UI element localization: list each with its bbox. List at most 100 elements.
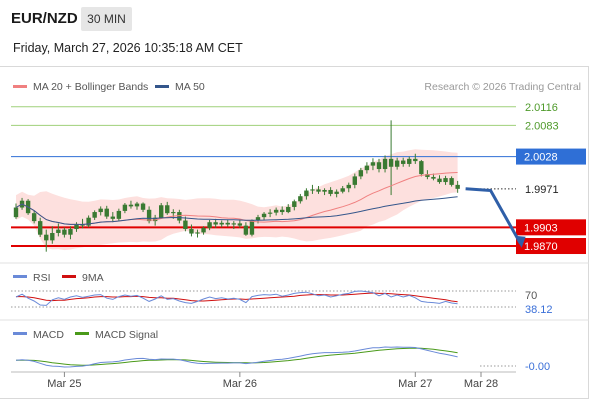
candle-body (13, 207, 19, 218)
macd-legend-label: MACD (33, 329, 64, 341)
candle-body (292, 201, 297, 207)
macd-last-label: -0.00 (525, 361, 550, 373)
candle-body (455, 184, 460, 189)
candle-body (98, 208, 103, 213)
timeframe-badge[interactable]: 30 MIN (81, 7, 132, 31)
candle-body (165, 205, 170, 214)
rsi-tick-70: 70 (525, 290, 537, 302)
candle-body (225, 222, 230, 225)
candle-body (50, 232, 55, 241)
candle-body (213, 222, 218, 225)
forecast-arrowhead (514, 235, 526, 248)
candle-body (419, 161, 424, 175)
macd-legend-swatch (13, 332, 27, 335)
candle-body (122, 204, 128, 211)
chart-frame (0, 66, 589, 399)
candle-body (159, 205, 164, 218)
candle-body (231, 223, 236, 225)
candle-body (334, 191, 339, 194)
resistance-label: 2.0116 (525, 102, 558, 114)
candle-body (286, 206, 291, 213)
price-panel: 2.0116 2.0083 2.0028 1.9971 1.9903 1.9870 (11, 102, 586, 255)
candle-body (243, 225, 249, 235)
candle-body (358, 170, 364, 177)
x-axis: Mar 25 Mar 26 Mar 27 Mar 28 (47, 372, 498, 390)
candle-body (68, 229, 73, 235)
candle-body (219, 222, 224, 225)
candle-body (62, 229, 67, 235)
symbol-title: EUR/NZD (11, 10, 78, 27)
candle-body (267, 212, 273, 214)
chart-datetime: Friday, March 27, 2026 10:35:18 AM CET (13, 41, 243, 55)
support-label-bg (516, 219, 586, 236)
candle-body (249, 220, 255, 235)
candle-body (431, 176, 436, 179)
pivot-label-bg (516, 148, 586, 165)
candle-body (116, 210, 122, 219)
support-label: 1.9870 (524, 241, 558, 253)
candle-body (443, 178, 448, 183)
candle-body (322, 189, 327, 192)
candle-body (86, 217, 91, 226)
candle-body (183, 220, 188, 230)
candle-body (425, 174, 430, 177)
candle-body (407, 158, 412, 164)
candle-body (304, 190, 309, 197)
candle-body (388, 158, 394, 167)
forecast-arrow (465, 187, 522, 245)
candle-body (401, 160, 406, 164)
x-tick-label: Mar 25 (47, 378, 81, 390)
candle-body (273, 209, 279, 213)
candle-body (340, 188, 345, 192)
candle-body (237, 223, 243, 226)
macd-line (15, 346, 458, 368)
macd-panel (15, 346, 516, 368)
candle-body (352, 176, 357, 185)
candle-body (56, 229, 61, 233)
rsi-ma-legend-label: 9MA (82, 272, 104, 284)
candle-body (207, 222, 212, 228)
credit-label: Research © 2026 Trading Central (424, 81, 581, 93)
candle-body (177, 212, 182, 221)
candle-body (298, 196, 303, 202)
candle-body (255, 217, 261, 221)
candle-body (261, 213, 267, 218)
x-tick-label: Mar 28 (464, 378, 498, 390)
chart-header: EUR/NZD 30 MIN (0, 0, 590, 36)
candle-body (195, 232, 200, 234)
candle-body (316, 189, 321, 192)
rsi-ma-legend-swatch (62, 275, 76, 278)
candle-body (449, 178, 454, 185)
candle-body (134, 203, 140, 207)
rsi-legend-label: RSI (33, 272, 51, 284)
rsi-panel (11, 290, 516, 308)
support-label-bg (516, 238, 586, 255)
candle-body (382, 158, 388, 170)
candle-body (92, 212, 97, 218)
candle-body (280, 209, 285, 213)
candle-body (104, 208, 109, 217)
candle-body (364, 165, 370, 171)
rsi-legend-swatch (13, 275, 27, 278)
candle-body (189, 229, 194, 234)
last-price-label: 1.9971 (525, 184, 559, 196)
x-tick-label: Mar 27 (398, 378, 432, 390)
candle-body (128, 204, 134, 207)
candle-body (394, 160, 400, 167)
ma50-legend-swatch (155, 85, 169, 88)
candle-body (376, 162, 382, 170)
candle-body (38, 221, 43, 235)
candle-body (328, 189, 333, 194)
macd-signal-legend-label: MACD Signal (95, 329, 158, 341)
candle-body (437, 178, 442, 183)
candle-body (31, 213, 37, 222)
resistance-label: 2.0083 (525, 120, 559, 132)
macd-signal-legend-swatch (75, 332, 89, 335)
candle-body (370, 162, 376, 166)
ma50-line (15, 196, 458, 226)
x-tick-label: Mar 26 (223, 378, 257, 390)
candle-body (110, 216, 115, 219)
candle-body (413, 158, 418, 162)
rsi-line (15, 290, 458, 306)
candle-body (74, 223, 79, 230)
